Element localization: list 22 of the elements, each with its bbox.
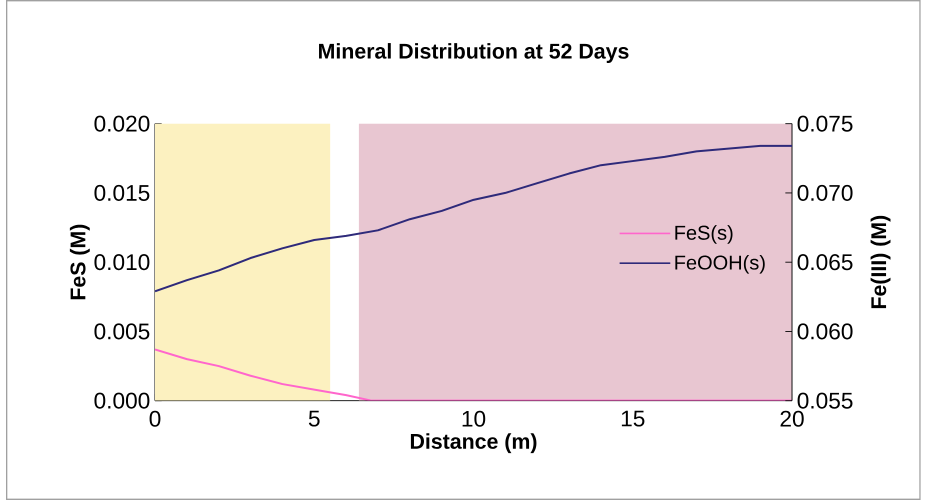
y-axis-title: FeS (M): [70, 224, 90, 300]
x-axis-title: Distance (m): [410, 433, 536, 454]
line-series: [155, 144, 792, 292]
y2-axis-title: Fe(III) (M): [870, 216, 890, 308]
x-tick-label: 15: [622, 410, 644, 427]
y2-tick-label: 0.060: [798, 323, 853, 340]
y2-tick-label: 0.070: [798, 184, 853, 201]
y-tick-label: 0.005: [94, 323, 150, 340]
y2-tick-label: 0.075: [798, 116, 852, 132]
y2-tick-label: 0.065: [798, 254, 852, 270]
y-tick-label: 0.020: [94, 116, 150, 132]
chart-title: Mineral Distribution at 52 Days: [319, 43, 628, 63]
y2-tick-label: 0.055: [798, 392, 852, 409]
y-tick-label: 0.000: [94, 392, 150, 409]
x-tick-label: 20: [780, 410, 804, 427]
legend-label: FeS(s): [675, 225, 733, 244]
legend-label: FeOOH(s): [675, 254, 765, 274]
x-tick-label: 5: [308, 410, 320, 427]
y-tick-label: 0.015: [94, 184, 150, 201]
x-tick-label: 10: [462, 410, 486, 427]
x-tick-label: 0: [150, 410, 160, 427]
y-tick-label: 0.010: [94, 254, 150, 270]
